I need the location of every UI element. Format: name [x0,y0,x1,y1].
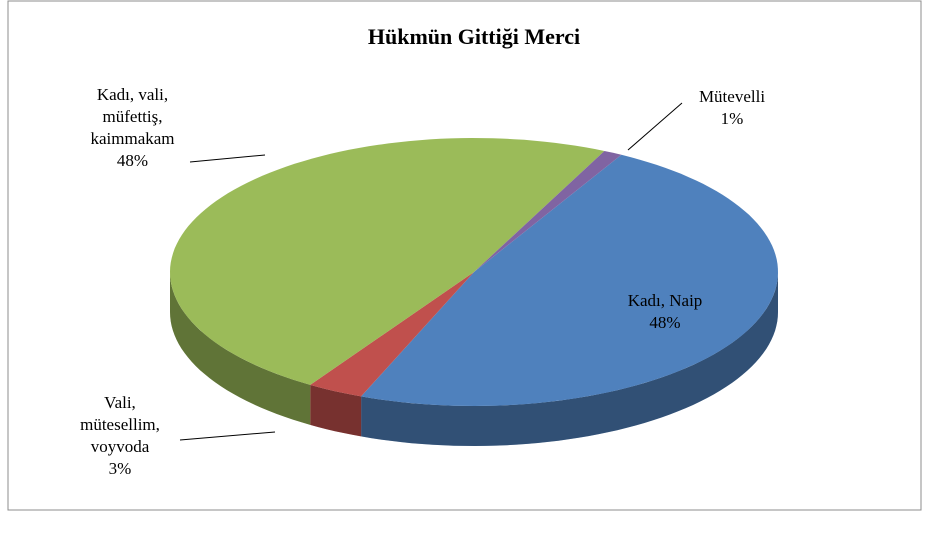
value-label: 48% [649,313,681,332]
value-label: 3% [108,459,132,478]
leader-line [627,102,683,151]
leader-line [189,154,266,163]
category-label: Kadı, Naip [627,291,703,310]
pie-side [310,384,362,437]
pie-slice [361,154,778,406]
pie-slice [170,138,605,385]
leader-line [179,431,276,441]
pie-side-shade [310,384,362,437]
data-label: Kadı, vali, müfettiş, kaimmakam 48% [65,84,200,172]
data-label: Vali, mütesellim, voyvoda 3% [65,392,175,480]
pie-slice [310,272,474,397]
category-label: Vali, mütesellim, voyvoda [80,393,160,456]
pie-side-shade [170,272,311,425]
value-label: 48% [116,151,149,170]
pie-side-shade [361,272,778,446]
value-label: 1% [720,109,744,128]
category-label: Kadı, vali, müfettiş, kaimmakam [90,85,175,148]
pie-side [361,272,778,446]
pie-side [170,272,311,425]
data-label: Kadı, Naip 48% [605,290,725,334]
data-label: Mütevelli 1% [672,86,792,130]
pie-slice [474,151,622,272]
chart-title: Hükmün Gittiği Merci [368,24,580,49]
category-label: Mütevelli [698,87,766,106]
